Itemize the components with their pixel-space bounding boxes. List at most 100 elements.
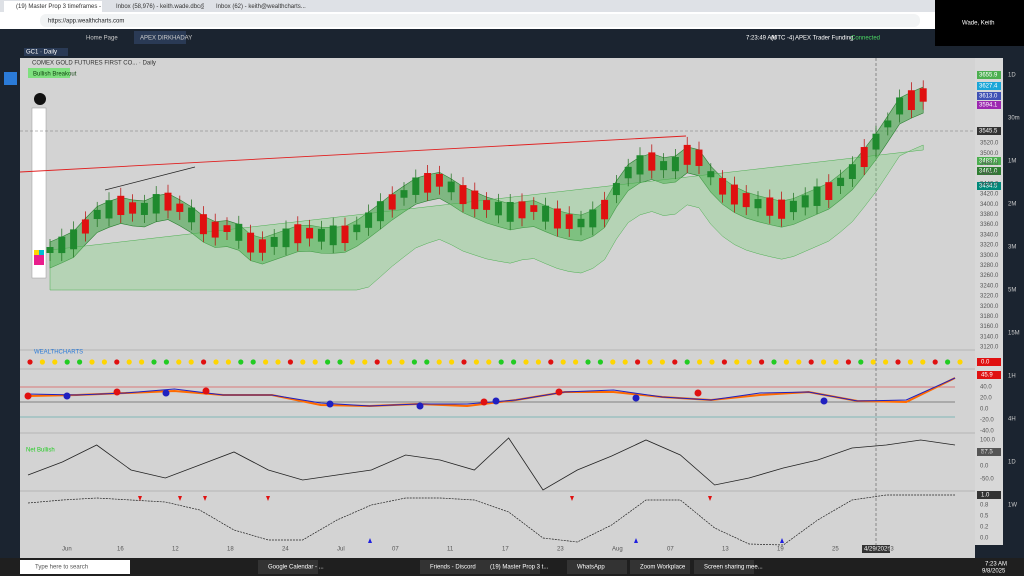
- drawing-tools[interactable]: [31, 107, 47, 279]
- timeframe[interactable]: 1M: [1008, 159, 1016, 165]
- taskbar-app[interactable]: [258, 560, 318, 574]
- signal-dot: [151, 359, 157, 365]
- candle: [258, 239, 266, 253]
- taskbar-app[interactable]: [480, 560, 540, 574]
- timeframe[interactable]: 1H: [1008, 374, 1016, 380]
- candle: [848, 164, 856, 180]
- osc2-axis: 0.0: [980, 464, 989, 470]
- price-tag-text: 3461.0: [979, 169, 998, 175]
- candle: [247, 232, 255, 253]
- signal-dot: [89, 359, 95, 365]
- color-swatch[interactable]: [34, 250, 39, 255]
- browser-tab[interactable]: [4, 1, 102, 12]
- color-swatch[interactable]: [34, 255, 44, 265]
- cursor-date: 4/29/2025: [864, 547, 891, 553]
- osc3-line: [27, 494, 955, 546]
- candle: [459, 185, 467, 205]
- signal-dot: [436, 359, 442, 365]
- candle: [317, 228, 325, 242]
- buy-arrow: [780, 538, 784, 543]
- browser-tab-title: Inbox (62) - keith@wealthcharts...: [216, 4, 306, 10]
- timeframe[interactable]: 2M: [1008, 202, 1016, 208]
- taskbar-app-title: Zoom Workplace: [640, 565, 686, 571]
- price-axis-label: 3520.0: [980, 141, 999, 147]
- candle: [70, 229, 78, 250]
- signal-dot: [64, 359, 70, 365]
- account: APEX Trader Funding: [795, 36, 853, 42]
- candle: [624, 166, 632, 179]
- timeframe[interactable]: 30m: [1008, 116, 1020, 122]
- date-label: 12: [172, 547, 179, 553]
- taskbar-app[interactable]: [567, 560, 627, 574]
- timeframe[interactable]: 4H: [1008, 417, 1016, 423]
- timeframe[interactable]: 5M: [1008, 288, 1016, 294]
- candle: [400, 190, 408, 198]
- candle: [719, 178, 727, 195]
- candle: [754, 199, 762, 209]
- candle: [188, 207, 196, 223]
- color-swatch[interactable]: [39, 250, 44, 255]
- price-tag-text: 3545.5: [979, 129, 998, 135]
- taskbar-app[interactable]: [630, 560, 690, 574]
- signal-dot: [796, 359, 802, 365]
- sell-arrow: [178, 496, 182, 501]
- timeframe[interactable]: 15M: [1008, 331, 1020, 337]
- signal-dot: [498, 359, 504, 365]
- date-label: 19: [777, 547, 784, 553]
- candle: [636, 155, 644, 175]
- status: Connected: [851, 36, 880, 42]
- price-tag: [977, 71, 1001, 79]
- url-field[interactable]: [40, 14, 920, 27]
- candle: [435, 173, 443, 187]
- candle: [553, 208, 561, 229]
- app-tab-title: Home Page: [86, 36, 118, 42]
- candle: [353, 224, 361, 233]
- price-axis-label: 3220.0: [980, 294, 999, 300]
- candle: [801, 195, 809, 208]
- browser-tab[interactable]: [104, 1, 202, 12]
- signal-dot: [808, 359, 814, 365]
- osc2-axis: -50.0: [980, 477, 994, 483]
- signal-dot: [213, 359, 219, 365]
- candle: [306, 227, 314, 239]
- timeframe[interactable]: 3M: [1008, 245, 1016, 251]
- app-tab[interactable]: [80, 31, 132, 44]
- signal-dot: [783, 359, 790, 365]
- taskbar-app[interactable]: [694, 560, 754, 574]
- signal-dot: [945, 359, 951, 365]
- osc-dot: [24, 392, 32, 400]
- buy-arrow: [368, 538, 372, 543]
- date-label: 11: [447, 547, 454, 553]
- taskbar-app-title: WhatsApp: [577, 565, 605, 571]
- search-box[interactable]: [20, 560, 130, 574]
- timeframe[interactable]: 1D: [1008, 460, 1016, 466]
- price-tag: [977, 82, 1001, 90]
- signal-dot: [523, 359, 529, 365]
- date-label: 25: [832, 547, 839, 553]
- signal-dot: [510, 359, 517, 365]
- timeframe[interactable]: 1D: [1008, 73, 1016, 79]
- candle: [860, 147, 868, 168]
- signal-dot: [709, 359, 715, 365]
- candle: [707, 171, 715, 178]
- add-button[interactable]: [4, 72, 17, 85]
- signal-dot: [424, 359, 430, 365]
- price-tag: [977, 92, 1001, 100]
- signal-dot: [126, 359, 132, 365]
- price-tag-text: 3594.1: [979, 103, 998, 109]
- signal-dot: [188, 359, 194, 365]
- signal-dot: [895, 359, 901, 365]
- price-axis-label: 3120.0: [980, 345, 999, 351]
- signal-dot: [585, 359, 591, 365]
- timeframe[interactable]: 1W: [1008, 503, 1017, 509]
- browser-tab[interactable]: [204, 1, 302, 12]
- taskbar-app[interactable]: [420, 560, 480, 574]
- signal-dot: [635, 359, 641, 365]
- price-axis-label: 3320.0: [980, 243, 999, 249]
- signal-dot: [39, 359, 46, 365]
- candle: [129, 202, 137, 214]
- symbol-box[interactable]: [24, 48, 68, 56]
- app-tab[interactable]: [134, 31, 186, 44]
- price-tag-text: 3483.0: [979, 159, 998, 165]
- osc2-label: Net Bullish: [26, 448, 55, 454]
